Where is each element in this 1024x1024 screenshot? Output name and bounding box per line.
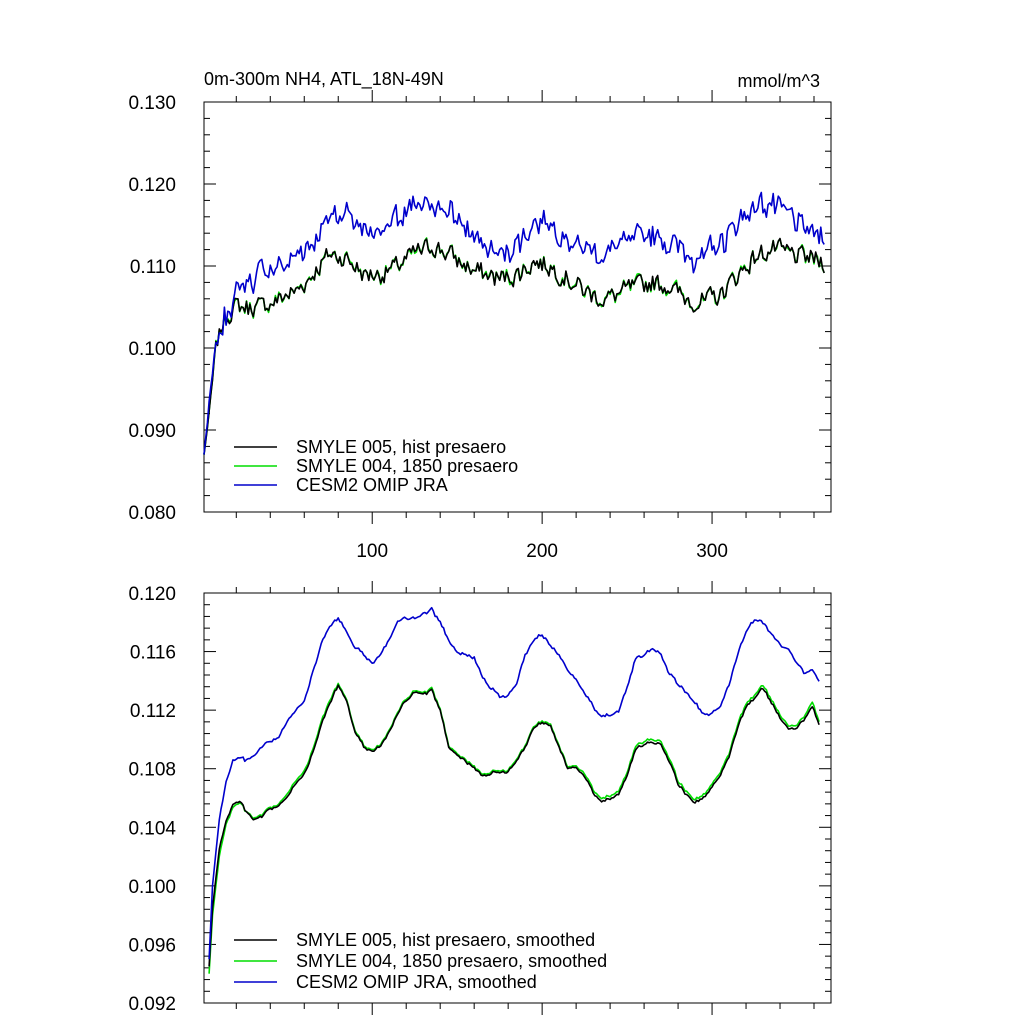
bottom-panel: 0.092 0.096 0.100 0.104 0.108 0.112 0.116 0.120… <box>128 581 832 1015</box>
y-tick-label: 0.120 <box>128 584 176 605</box>
x-tick-label: 200 <box>526 541 558 562</box>
legend-label: SMYLE 005, hist presaero <box>296 437 506 457</box>
series-line <box>208 682 820 974</box>
series-line <box>203 237 825 455</box>
y-tick-label: 0.092 <box>128 994 176 1015</box>
legend-label: SMYLE 005, hist presaero, smoothed <box>296 930 595 950</box>
y-tick-label: 0.120 <box>128 175 176 196</box>
chart-title: 0m-300m NH4, ATL_18N-49N <box>204 69 444 90</box>
legend-label: CESM2 OMIP JRA, smoothed <box>296 972 537 992</box>
series-line <box>208 684 820 967</box>
x-tick-label: 100 <box>356 541 388 562</box>
y-tick-label: 0.090 <box>128 421 176 442</box>
y-tick-label: 0.112 <box>130 701 176 722</box>
plot-frame <box>203 592 832 1004</box>
top-panel: 0.080 0.090 0.100 0.110 0.120 0.130 100 200 300 S… <box>128 90 832 562</box>
legend-label: CESM2 OMIP JRA <box>296 475 448 495</box>
y-tick-label: 0.080 <box>128 503 176 524</box>
series-line <box>203 191 825 455</box>
series-line <box>208 606 820 960</box>
y-tick-label: 0.100 <box>128 339 176 360</box>
plot-frame <box>203 101 832 513</box>
y-tick-label: 0.100 <box>128 877 176 898</box>
y-tick-label: 0.096 <box>128 935 176 956</box>
series-line <box>203 237 825 455</box>
units-label: mmol/m^3 <box>738 71 820 91</box>
y-tick-label: 0.130 <box>128 93 176 114</box>
y-tick-label: 0.110 <box>130 257 176 278</box>
y-tick-label: 0.116 <box>130 643 176 664</box>
x-tick-label: 300 <box>696 541 728 562</box>
y-tick-label: 0.104 <box>128 818 176 839</box>
y-tick-label: 0.108 <box>128 760 176 781</box>
legend-label: SMYLE 004, 1850 presaero <box>296 456 518 476</box>
legend-label: SMYLE 004, 1850 presaero, smoothed <box>296 951 607 971</box>
